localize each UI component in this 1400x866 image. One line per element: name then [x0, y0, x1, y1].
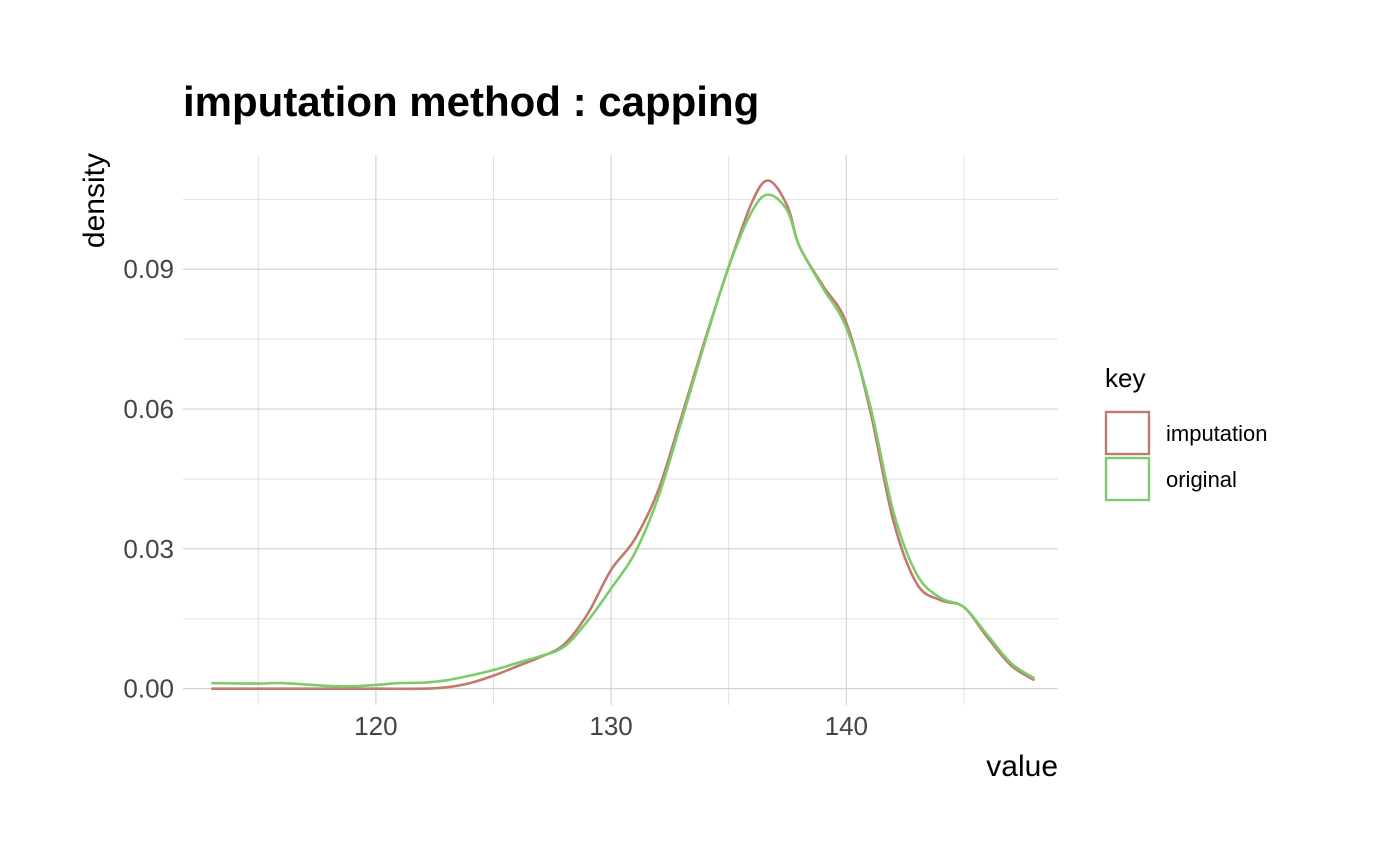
series-line-imputation — [211, 179, 1036, 691]
x-tick-label: 140 — [825, 711, 868, 741]
y-tick-label: 0.03 — [123, 534, 174, 564]
legend: key imputation original — [1104, 363, 1268, 502]
legend-label-imputation: imputation — [1166, 421, 1268, 446]
legend-key-original — [1104, 456, 1151, 502]
legend-label-original: original — [1166, 467, 1237, 492]
legend-title: key — [1105, 363, 1145, 393]
y-tick-label: 0.06 — [123, 394, 174, 424]
series-line-original — [211, 193, 1036, 688]
chart-title: imputation method : capping — [183, 78, 759, 125]
x-tick-label: 130 — [589, 711, 632, 741]
legend-key-imputation — [1104, 410, 1151, 456]
y-tick-label: 0.09 — [123, 254, 174, 284]
x-axis-title: value — [986, 750, 1058, 783]
y-axis-title: density — [78, 153, 111, 248]
grid — [183, 155, 1058, 705]
x-tick-label: 120 — [354, 711, 397, 741]
y-tick-labels: 0.00 0.03 0.06 0.09 — [123, 254, 174, 703]
x-tick-labels: 120 130 140 — [354, 711, 868, 741]
series-lines — [211, 179, 1036, 691]
y-tick-label: 0.00 — [123, 674, 174, 704]
